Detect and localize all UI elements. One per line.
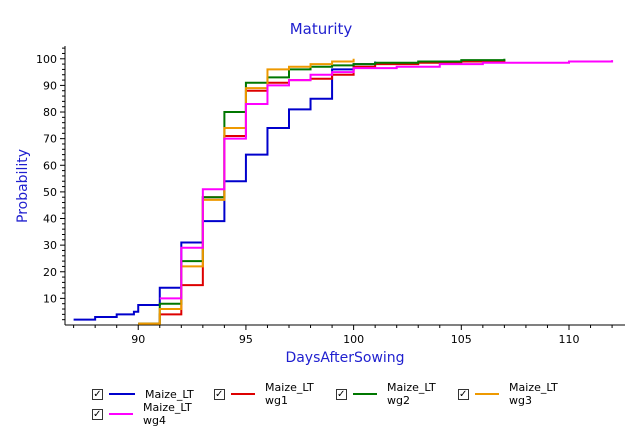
checkbox-checked-icon[interactable]: ✓ bbox=[214, 388, 225, 400]
legend-row: ✓ Maize_LT wg4 bbox=[92, 401, 632, 427]
legend-label: Maize_LT wg1 bbox=[265, 381, 314, 407]
chart-title: Maturity bbox=[290, 20, 353, 38]
y-tick-label: 20 bbox=[43, 266, 57, 279]
legend-item-maize-lt[interactable]: ✓ Maize_LT bbox=[92, 384, 214, 404]
x-tick-labels: 90 95 100 105 110 bbox=[131, 333, 579, 346]
legend-label: Maize_LT bbox=[145, 387, 194, 401]
legend-item-maize-lt-wg1[interactable]: ✓ Maize_LT wg1 bbox=[214, 381, 336, 407]
legend-label: Maize_LT wg4 bbox=[143, 401, 192, 427]
series-layer bbox=[73, 58, 614, 325]
legend: ✓ Maize_LT ✓ Maize_LT wg1 ✓ Maize_LT wg2… bbox=[92, 381, 632, 427]
legend-item-maize-lt-wg3[interactable]: ✓ Maize_LT wg3 bbox=[458, 381, 580, 407]
checkbox-checked-icon[interactable]: ✓ bbox=[92, 408, 103, 420]
legend-swatch bbox=[352, 393, 378, 395]
legend-swatch bbox=[109, 393, 135, 395]
y-tick-label: 90 bbox=[43, 79, 57, 92]
y-tick-label: 80 bbox=[43, 106, 57, 119]
legend-label: Maize_LT wg3 bbox=[509, 381, 558, 407]
series-line-4 bbox=[159, 60, 614, 300]
y-tick-label: 100 bbox=[36, 53, 57, 66]
x-tick-label: 95 bbox=[239, 333, 253, 346]
x-axis-label: DaysAfterSowing bbox=[285, 350, 404, 366]
y-axis-label: Probability bbox=[15, 149, 31, 223]
series-line-0 bbox=[73, 61, 377, 321]
x-tick-label: 90 bbox=[131, 333, 145, 346]
checkbox-checked-icon[interactable]: ✓ bbox=[458, 388, 469, 400]
y-tick-labels: 10 20 30 40 50 60 70 80 90 100 bbox=[36, 53, 57, 306]
y-tick-label: 60 bbox=[43, 159, 57, 172]
y-tick-label: 10 bbox=[43, 292, 57, 305]
legend-swatch bbox=[108, 413, 134, 415]
y-tick-label: 40 bbox=[43, 213, 57, 226]
legend-swatch bbox=[230, 393, 256, 395]
axes bbox=[60, 46, 625, 330]
x-tick-label: 105 bbox=[451, 333, 472, 346]
legend-swatch bbox=[474, 393, 500, 395]
y-tick-label: 50 bbox=[43, 186, 57, 199]
y-tick-label: 70 bbox=[43, 133, 57, 146]
x-tick-label: 100 bbox=[343, 333, 364, 346]
legend-item-maize-lt-wg4[interactable]: ✓ Maize_LT wg4 bbox=[92, 401, 214, 427]
x-tick-label: 110 bbox=[559, 333, 580, 346]
legend-label: Maize_LT wg2 bbox=[387, 381, 436, 407]
checkbox-checked-icon[interactable]: ✓ bbox=[336, 388, 347, 400]
checkbox-checked-icon[interactable]: ✓ bbox=[92, 388, 103, 400]
y-tick-label: 30 bbox=[43, 239, 57, 252]
legend-item-maize-lt-wg2[interactable]: ✓ Maize_LT wg2 bbox=[336, 381, 458, 407]
legend-row: ✓ Maize_LT ✓ Maize_LT wg1 ✓ Maize_LT wg2… bbox=[92, 381, 632, 407]
